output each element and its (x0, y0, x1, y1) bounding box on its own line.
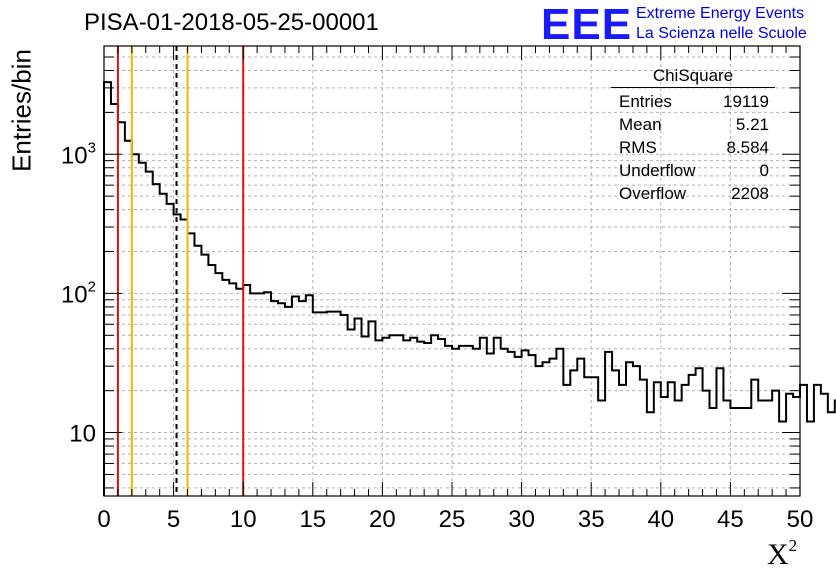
x-tick-label: 50 (787, 506, 814, 533)
y-axis-label: Entries/bin (6, 49, 37, 172)
stats-row-mean: Mean 5.21 (611, 113, 775, 136)
x-tick-label: 40 (647, 506, 674, 533)
logo-line-1: Extreme Energy Events (636, 5, 805, 22)
y-tick-exponent: 2 (88, 278, 96, 295)
stats-label: Mean (619, 115, 662, 134)
x-tick-label: 5 (167, 506, 180, 533)
stats-value: 5.21 (735, 115, 769, 134)
y-tick-base: 10 (69, 421, 96, 448)
stats-box: ChiSquare Entries 19119 Mean 5.21 RMS 8.584… (611, 66, 775, 205)
x-tick-label: 45 (717, 506, 744, 533)
x-axis-label-base: X (767, 538, 789, 571)
stats-value: 19119 (722, 92, 769, 111)
x-tick-label: 0 (97, 506, 110, 533)
x-tick-label: 30 (508, 506, 535, 533)
y-tick-exponent: 3 (88, 139, 96, 156)
x-tick-label: 35 (578, 506, 605, 533)
x-tick-label: 15 (299, 506, 326, 533)
stats-value: 0 (759, 161, 769, 180)
x-tick-label: 20 (369, 506, 396, 533)
stats-title: ChiSquare (611, 66, 775, 88)
x-tick-label: 25 (439, 506, 466, 533)
stats-row-overflow: Overflow 2208 (611, 182, 775, 205)
stats-label: Entries (619, 92, 672, 111)
stats-row-entries: Entries 19119 (611, 90, 775, 113)
logo-line-2: La Scienza nelle Scuole (636, 25, 807, 42)
eee-logo-mark: EEE (541, 0, 633, 49)
histogram-series (103, 81, 836, 496)
x-axis-label-superscript: 2 (788, 536, 798, 555)
stats-value: 8.584 (726, 138, 769, 157)
y-tick-label: 10 (69, 421, 96, 448)
x-tick-label: 10 (230, 506, 257, 533)
stats-value: 2208 (731, 184, 769, 203)
x-axis-label: X2 (767, 536, 797, 572)
stats-row-rms: RMS 8.584 (611, 136, 775, 159)
y-tick-base: 10 (61, 142, 88, 169)
y-tick-base: 10 (61, 281, 88, 308)
stats-row-underflow: Underflow 0 (611, 159, 775, 182)
y-tick-label: 103 (61, 139, 96, 169)
chart-title: PISA-01-2018-05-25-00001 (84, 9, 379, 36)
y-tick-label: 102 (61, 278, 96, 308)
grid (104, 46, 800, 496)
stats-label: RMS (619, 138, 657, 157)
stats-label: Overflow (619, 184, 687, 203)
stats-label: Underflow (619, 161, 696, 180)
